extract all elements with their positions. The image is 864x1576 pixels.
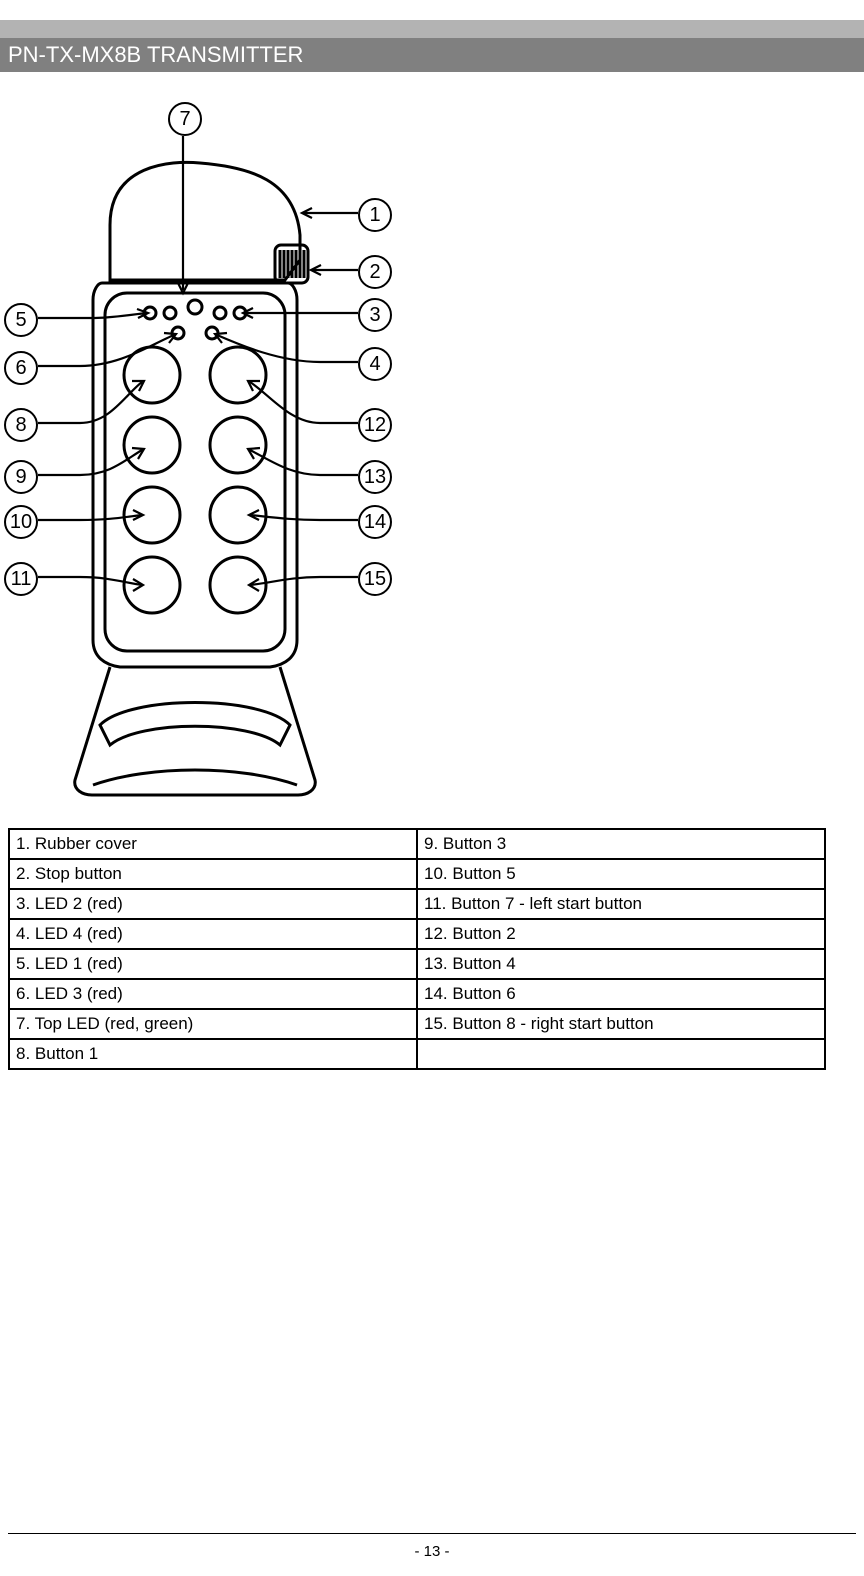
callout-2: 2 (358, 255, 392, 289)
callout-11: 11 (4, 562, 38, 596)
callout-14: 14 (358, 505, 392, 539)
callout-15: 15 (358, 562, 392, 596)
cell: 3. LED 2 (red) (9, 889, 417, 919)
callout-10: 10 (4, 505, 38, 539)
callout-5: 5 (4, 303, 38, 337)
callout-13: 13 (358, 460, 392, 494)
cell: 1. Rubber cover (9, 829, 417, 859)
table-row: 3. LED 2 (red) 11. Button 7 - left start… (9, 889, 825, 919)
callout-7: 7 (168, 102, 202, 136)
cell: 5. LED 1 (red) (9, 949, 417, 979)
table-row: 5. LED 1 (red) 13. Button 4 (9, 949, 825, 979)
cell: 7. Top LED (red, green) (9, 1009, 417, 1039)
table-row: 2. Stop button 10. Button 5 (9, 859, 825, 889)
callout-9: 9 (4, 460, 38, 494)
cell: 12. Button 2 (417, 919, 825, 949)
page: PN-TX-MX8B TRANSMITTER 1 2 3 4 12 13 14 … (0, 0, 864, 1576)
footer-rule (8, 1533, 856, 1534)
callout-1: 1 (358, 198, 392, 232)
cell: 13. Button 4 (417, 949, 825, 979)
cell: 11. Button 7 - left start button (417, 889, 825, 919)
table-row: 6. LED 3 (red) 14. Button 6 (9, 979, 825, 1009)
header-strip (0, 20, 864, 38)
section-header: PN-TX-MX8B TRANSMITTER (0, 38, 864, 72)
cell: 4. LED 4 (red) (9, 919, 417, 949)
cell: 9. Button 3 (417, 829, 825, 859)
cell: 15. Button 8 - right start button (417, 1009, 825, 1039)
cell: 10. Button 5 (417, 859, 825, 889)
page-number: - 13 - (0, 1543, 864, 1560)
callout-8: 8 (4, 408, 38, 442)
cell: 6. LED 3 (red) (9, 979, 417, 1009)
callout-6: 6 (4, 351, 38, 385)
section-title: PN-TX-MX8B TRANSMITTER (8, 42, 303, 67)
table-row: 7. Top LED (red, green) 15. Button 8 - r… (9, 1009, 825, 1039)
table-row: 1. Rubber cover 9. Button 3 (9, 829, 825, 859)
callout-12: 12 (358, 408, 392, 442)
transmitter-diagram: 1 2 3 4 12 13 14 15 5 6 8 9 10 11 7 (0, 85, 460, 815)
callout-4: 4 (358, 347, 392, 381)
legend-table: 1. Rubber cover 9. Button 3 2. Stop butt… (8, 828, 826, 1070)
cell (417, 1039, 825, 1069)
cell: 14. Button 6 (417, 979, 825, 1009)
callout-3: 3 (358, 298, 392, 332)
cell: 2. Stop button (9, 859, 417, 889)
table-row: 4. LED 4 (red) 12. Button 2 (9, 919, 825, 949)
cell: 8. Button 1 (9, 1039, 417, 1069)
table-row: 8. Button 1 (9, 1039, 825, 1069)
